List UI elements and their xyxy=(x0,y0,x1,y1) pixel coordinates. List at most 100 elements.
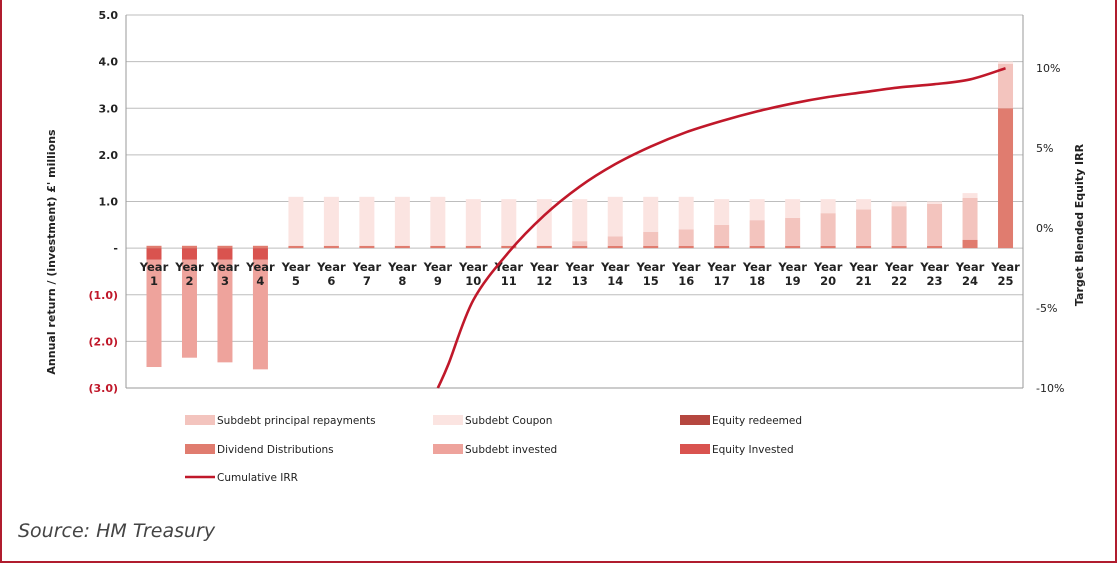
legend-label: Subdebt principal repayments xyxy=(217,415,376,427)
source-note: Source: HM Treasury xyxy=(18,520,216,542)
bar-segment xyxy=(146,245,162,249)
x-tick-label: Year 14 xyxy=(600,260,630,288)
bar-segment xyxy=(927,201,943,204)
bar-segment xyxy=(643,231,659,246)
bar-segment xyxy=(891,245,907,249)
legend-swatch xyxy=(185,444,215,454)
bar-segment xyxy=(572,199,588,242)
bar-segment xyxy=(536,199,552,246)
bar-segment xyxy=(998,108,1014,249)
bar-segment xyxy=(749,220,765,246)
x-tick-label: Year 18 xyxy=(742,260,772,288)
x-tick-label: Year 10 xyxy=(458,260,488,288)
bar-segment xyxy=(678,196,694,230)
bar-segment xyxy=(217,245,233,249)
x-tick-label: Year 24 xyxy=(955,260,985,288)
bar-segment xyxy=(962,197,978,240)
bar-segment xyxy=(927,245,943,249)
bar-segment xyxy=(430,196,446,246)
bar-segment xyxy=(501,245,517,249)
x-tick-label: Year 22 xyxy=(884,260,914,288)
y-tick-label: (1.0) xyxy=(88,289,118,302)
bar-segment xyxy=(465,199,481,246)
bar-segment xyxy=(785,245,801,249)
bar-segment xyxy=(607,196,623,237)
bar-segment xyxy=(359,196,375,246)
bar-segment xyxy=(181,248,197,260)
bar-segment xyxy=(572,241,588,246)
bar-segment xyxy=(181,245,197,249)
bar-segment xyxy=(785,199,801,218)
y2-tick-label: -10% xyxy=(1036,382,1064,395)
bar-segment xyxy=(749,199,765,221)
bar-segment xyxy=(146,259,162,368)
y-tick-label: (2.0) xyxy=(88,335,118,348)
bar-segment xyxy=(217,248,233,260)
bar-segment xyxy=(252,259,268,370)
x-tick-label: Year 16 xyxy=(671,260,701,288)
y2-tick-label: 0% xyxy=(1036,222,1053,235)
y-tick-label: 2.0 xyxy=(99,149,119,162)
y-tick-label: 3.0 xyxy=(99,102,119,115)
y2-tick-label: 10% xyxy=(1036,62,1060,75)
x-tick-label: Year 7 xyxy=(352,260,382,288)
bar-segment xyxy=(927,203,943,246)
x-tick-label: Year 9 xyxy=(423,260,453,288)
bar-segment xyxy=(181,259,197,358)
bar-segment xyxy=(820,199,836,214)
bar-segment xyxy=(465,245,481,249)
bar-segment xyxy=(891,206,907,246)
bar-segment xyxy=(288,245,304,249)
legend-label: Cumulative IRR xyxy=(217,472,298,484)
x-tick-label: Year 3 xyxy=(210,260,240,288)
y2-axis-label: Target Blended Equity IRR xyxy=(1073,143,1086,306)
bar-segment xyxy=(856,199,872,210)
bar-segment xyxy=(714,199,730,225)
y-tick-label: 5.0 xyxy=(99,9,119,22)
x-tick-label: Year 5 xyxy=(281,260,311,288)
bar-segment xyxy=(607,236,623,246)
bar-segment xyxy=(820,245,836,249)
bar-segment xyxy=(714,245,730,249)
bar-segment xyxy=(217,259,233,363)
bar-segment xyxy=(678,245,694,249)
bar-segment xyxy=(856,245,872,249)
x-tick-label: Year 20 xyxy=(813,260,843,288)
cumulative-irr-line xyxy=(436,67,1006,389)
x-tick-label: Year 11 xyxy=(494,260,524,288)
bar-segment xyxy=(359,245,375,249)
bar-segment xyxy=(323,196,339,246)
legend-swatch xyxy=(680,415,710,425)
legend-swatch xyxy=(680,444,710,454)
y-tick-label: - xyxy=(113,242,118,255)
y-axis-label: Annual return / (investment) £' millions xyxy=(45,129,58,375)
bar-segment xyxy=(962,193,978,198)
irr-line-path xyxy=(436,67,1006,389)
bar-segment xyxy=(998,61,1014,64)
bar-segment xyxy=(146,248,162,260)
legend-swatch xyxy=(185,415,215,425)
bar-segment xyxy=(572,245,588,249)
bar-segment xyxy=(998,63,1014,109)
x-tick-label: Year 13 xyxy=(565,260,595,288)
bar-segment xyxy=(501,199,517,246)
y-tick-label: 4.0 xyxy=(99,56,119,69)
y2-tick-label: 5% xyxy=(1036,142,1053,155)
bar-segment xyxy=(749,245,765,249)
bar-segment xyxy=(714,224,730,246)
x-tick-label: Year 8 xyxy=(387,260,417,288)
y2-tick-label: -5% xyxy=(1036,302,1057,315)
legend-label: Subdebt invested xyxy=(465,444,557,456)
legend-label: Subdebt Coupon xyxy=(465,415,552,427)
legend-swatch xyxy=(433,415,463,425)
y-tick-label: 1.0 xyxy=(99,196,119,209)
bar-segment xyxy=(607,245,623,249)
bar-segment xyxy=(323,245,339,249)
x-tick-label: Year 15 xyxy=(635,260,665,288)
x-tick-label: Year 25 xyxy=(990,260,1020,288)
bars xyxy=(146,61,1014,370)
x-tick-label: Year 12 xyxy=(529,260,559,288)
